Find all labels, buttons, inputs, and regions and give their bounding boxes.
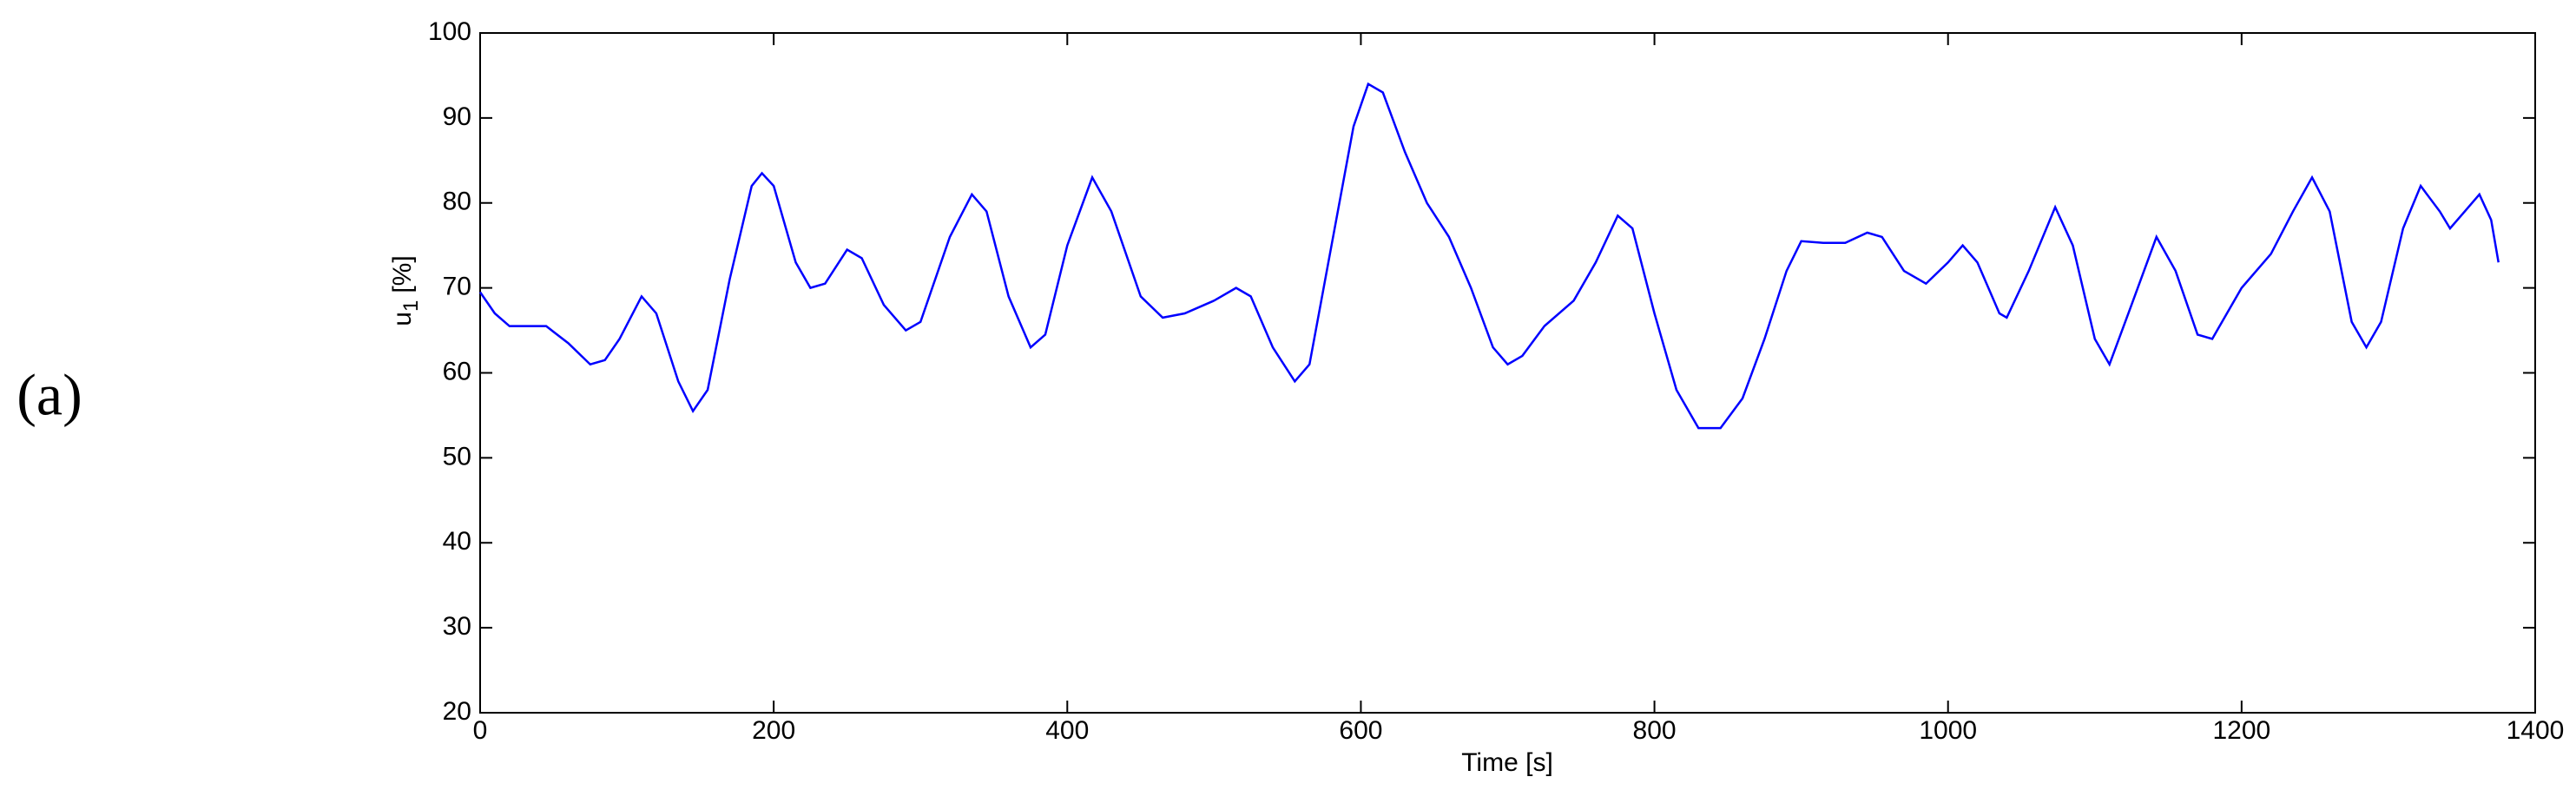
x-tick-label: 1200 xyxy=(2212,716,2270,745)
panel-label: (a) xyxy=(16,362,82,428)
plot-box xyxy=(479,32,2536,714)
y-tick-label: 100 xyxy=(428,17,471,46)
y-tick-label: 70 xyxy=(443,273,471,301)
data-line xyxy=(478,82,2500,430)
y-axis-label: u1 [%] xyxy=(388,255,423,326)
y-tick-label: 90 xyxy=(443,102,471,131)
y-label-subscript: 1 xyxy=(399,300,423,312)
y-tick-label: 40 xyxy=(443,527,471,556)
y-tick-label: 50 xyxy=(443,442,471,471)
y-tick-label: 80 xyxy=(443,188,471,216)
x-tick-label: 600 xyxy=(1339,716,1382,745)
x-tick-label: 200 xyxy=(752,716,795,745)
x-tick-label: 400 xyxy=(1045,716,1089,745)
y-tick-label: 20 xyxy=(443,697,471,726)
y-tick-label: 30 xyxy=(443,612,471,641)
x-axis-label: Time [s] xyxy=(1461,748,1553,777)
y-label-base: u xyxy=(388,312,417,326)
y-tick-label: 60 xyxy=(443,357,471,385)
y-label-unit: [%] xyxy=(388,255,417,293)
x-tick-label: 0 xyxy=(473,716,488,745)
x-tick-label: 1000 xyxy=(1919,716,1977,745)
x-tick-label: 800 xyxy=(1633,716,1677,745)
x-tick-label: 1400 xyxy=(2507,716,2565,745)
